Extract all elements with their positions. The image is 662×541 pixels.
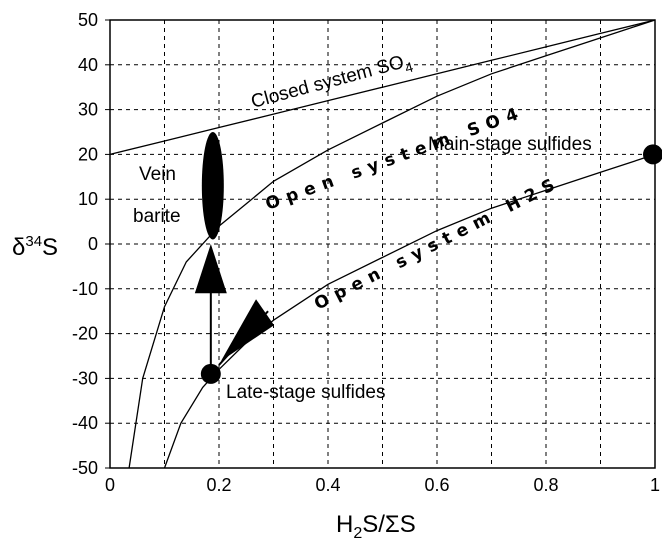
x-tick-label: 0.2	[206, 475, 231, 495]
x-tick-label: 0	[105, 475, 115, 495]
x-tick-label: 1	[650, 475, 660, 495]
main-stage-sulfides-point	[643, 144, 662, 165]
y-tick-label: -30	[72, 368, 98, 388]
closed-system-so4-label: Closed system SO4	[249, 50, 415, 117]
x-tick-label: 0.4	[315, 475, 340, 495]
vein-label: Vein	[139, 164, 176, 185]
y-tick-label: -40	[72, 413, 98, 433]
barite-label: barite	[133, 206, 181, 227]
tick-labels: 50 40 30 20 10 0 -10 -20 -30 -40 -50 0 0.2 0.4 0.6 0.8 1	[72, 10, 660, 495]
annotations: Closed system SO4 Open system SO4 Open s…	[133, 50, 592, 403]
x-tick-label: 0.6	[424, 475, 449, 495]
grid	[110, 20, 655, 468]
curves	[109, 19, 656, 469]
markers	[194, 132, 662, 384]
upward-arrow-head	[194, 244, 227, 294]
diagonal-arrow-head	[221, 299, 275, 361]
y-tick-label: 40	[78, 55, 98, 75]
late-stage-sulfides-label: Late-stage sulfides	[226, 382, 386, 403]
y-tick-label: -10	[72, 279, 98, 299]
x-tick-label: 0.8	[533, 475, 558, 495]
open-system-h2s-label: Open system H2S	[311, 172, 564, 314]
y-tick-label: -50	[72, 458, 98, 478]
closed-system-so4-curve	[109, 19, 656, 156]
y-tick-label: 10	[78, 189, 98, 209]
open-system-so4-label: Open system SO4	[263, 102, 528, 215]
y-tick-label: 20	[78, 144, 98, 164]
open-system-so4-curve	[128, 19, 656, 469]
late-stage-sulfides-point	[200, 363, 221, 384]
y-tick-label: 50	[78, 10, 98, 30]
y-tick-label: -20	[72, 324, 98, 344]
open-system-h2s-curve	[163, 153, 656, 469]
y-axis-title: δ34S	[12, 233, 58, 261]
y-tick-label: 0	[88, 234, 98, 254]
vein-barite-marker	[201, 132, 224, 240]
y-tick-label: 30	[78, 100, 98, 120]
x-axis-title: H2S/ΣS	[336, 511, 416, 541]
main-stage-sulfides-label: Main-stage sulfides	[428, 134, 592, 155]
